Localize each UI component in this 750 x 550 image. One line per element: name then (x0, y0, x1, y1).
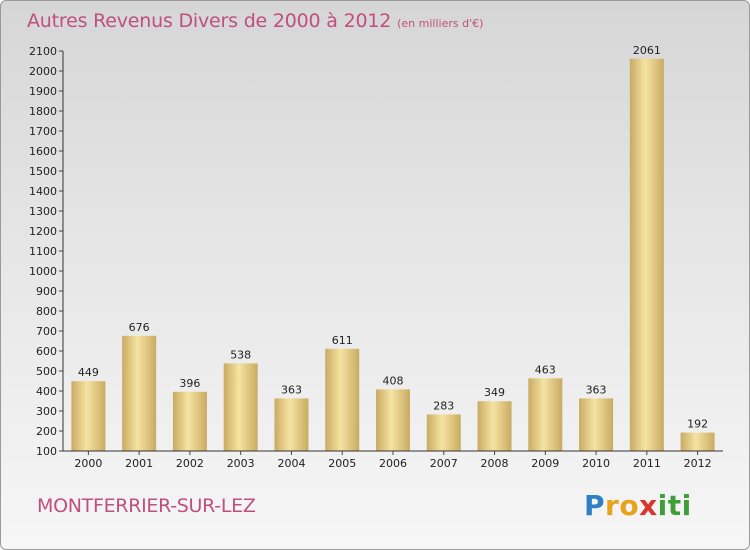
bar-2002 (172, 391, 207, 451)
bar-2011 (629, 58, 664, 452)
value-label-2010: 363 (586, 383, 607, 396)
x-tick-label-2002: 2002 (176, 457, 204, 470)
chart-subtitle: (en milliers d'€) (397, 17, 484, 30)
bar-2012 (680, 432, 715, 451)
bar-2007 (426, 414, 461, 451)
bar-2010 (579, 398, 614, 451)
bar-2009 (528, 378, 563, 451)
logo-letter: x (639, 489, 658, 522)
x-tick-label-2005: 2005 (328, 457, 356, 470)
y-tick-label: 300 (36, 405, 57, 418)
y-tick-label: 1300 (29, 205, 57, 218)
value-label-2003: 538 (230, 348, 251, 361)
logo-letter: r (605, 489, 620, 522)
logo-letter: i (681, 489, 692, 522)
value-label-2005: 611 (332, 334, 353, 347)
value-label-2012: 192 (687, 418, 708, 431)
x-tick-label-2007: 2007 (430, 457, 458, 470)
y-tick-label: 100 (36, 445, 57, 458)
y-tick-label: 1500 (29, 165, 57, 178)
bar-2003 (223, 363, 258, 451)
bar-2005 (325, 348, 360, 451)
proxiti-logo: Proxiti (584, 489, 692, 522)
x-tick-label-2010: 2010 (582, 457, 610, 470)
value-label-2008: 349 (484, 386, 505, 399)
value-labels: 449 676 396 538 363 611 408 283 349 463 363 2061 192 (78, 44, 708, 431)
y-tick-label: 200 (36, 425, 57, 438)
y-tick-label: 900 (36, 285, 57, 298)
y-tick-label: 400 (36, 385, 57, 398)
y-tick-label: 2100 (29, 45, 57, 58)
y-tick-label: 1900 (29, 85, 57, 98)
y-tick-label: 1400 (29, 185, 57, 198)
x-tick-label-2003: 2003 (227, 457, 255, 470)
bar-2006 (376, 389, 410, 451)
logo-letter: t (667, 489, 682, 522)
x-tick-label-2004: 2004 (277, 457, 305, 470)
y-tick-label: 500 (36, 365, 57, 378)
bar-2000 (71, 381, 106, 451)
y-tick-label: 1700 (29, 125, 57, 138)
chart-title: Autres Revenus Divers de 2000 à 2012 (27, 10, 392, 32)
value-label-2006: 408 (383, 374, 404, 387)
x-tick-label-2011: 2011 (633, 457, 661, 470)
y-tick-label: 1100 (29, 245, 57, 258)
x-tick-label-2001: 2001 (125, 457, 153, 470)
x-tick-label-2012: 2012 (684, 457, 712, 470)
x-tick-label-2009: 2009 (531, 457, 559, 470)
bar-2008 (477, 401, 512, 451)
value-label-2011: 2061 (633, 44, 661, 57)
y-tick-label: 2000 (29, 65, 57, 78)
value-label-2009: 463 (535, 363, 556, 376)
value-label-2007: 283 (433, 399, 454, 412)
value-label-2002: 396 (179, 377, 200, 390)
y-tick-label: 800 (36, 305, 57, 318)
chart-title-block: Autres Revenus Divers de 2000 à 2012 (en … (27, 10, 483, 32)
value-label-2004: 363 (281, 383, 302, 396)
y-tick-label: 1000 (29, 265, 57, 278)
axes (62, 51, 723, 452)
bar-2001 (122, 335, 157, 451)
value-label-2001: 676 (129, 321, 150, 334)
bars (71, 58, 715, 452)
x-axis-labels: 2000 2001 2002 2003 2004 2005 2006 2007 2008 2009… (74, 451, 712, 470)
y-tick-label: 700 (36, 325, 57, 338)
logo-letter: P (584, 489, 606, 522)
x-tick-label-2000: 2000 (74, 457, 102, 470)
y-tick-label: 1800 (29, 105, 57, 118)
y-axis-ticks: 100 200 300 400 500 600 700 800 900 1000 1100 1200 1… (29, 45, 63, 458)
bar-2004 (274, 398, 309, 451)
x-tick-label-2008: 2008 (481, 457, 509, 470)
x-tick-label-2006: 2006 (379, 457, 407, 470)
y-tick-label: 1200 (29, 225, 57, 238)
logo-letter: i (657, 489, 668, 522)
y-tick-label: 600 (36, 345, 57, 358)
value-label-2000: 449 (78, 366, 99, 379)
commune-name: MONTFERRIER-SUR-LEZ (37, 495, 256, 517)
logo-letter: o (619, 489, 640, 522)
y-tick-label: 1600 (29, 145, 57, 158)
